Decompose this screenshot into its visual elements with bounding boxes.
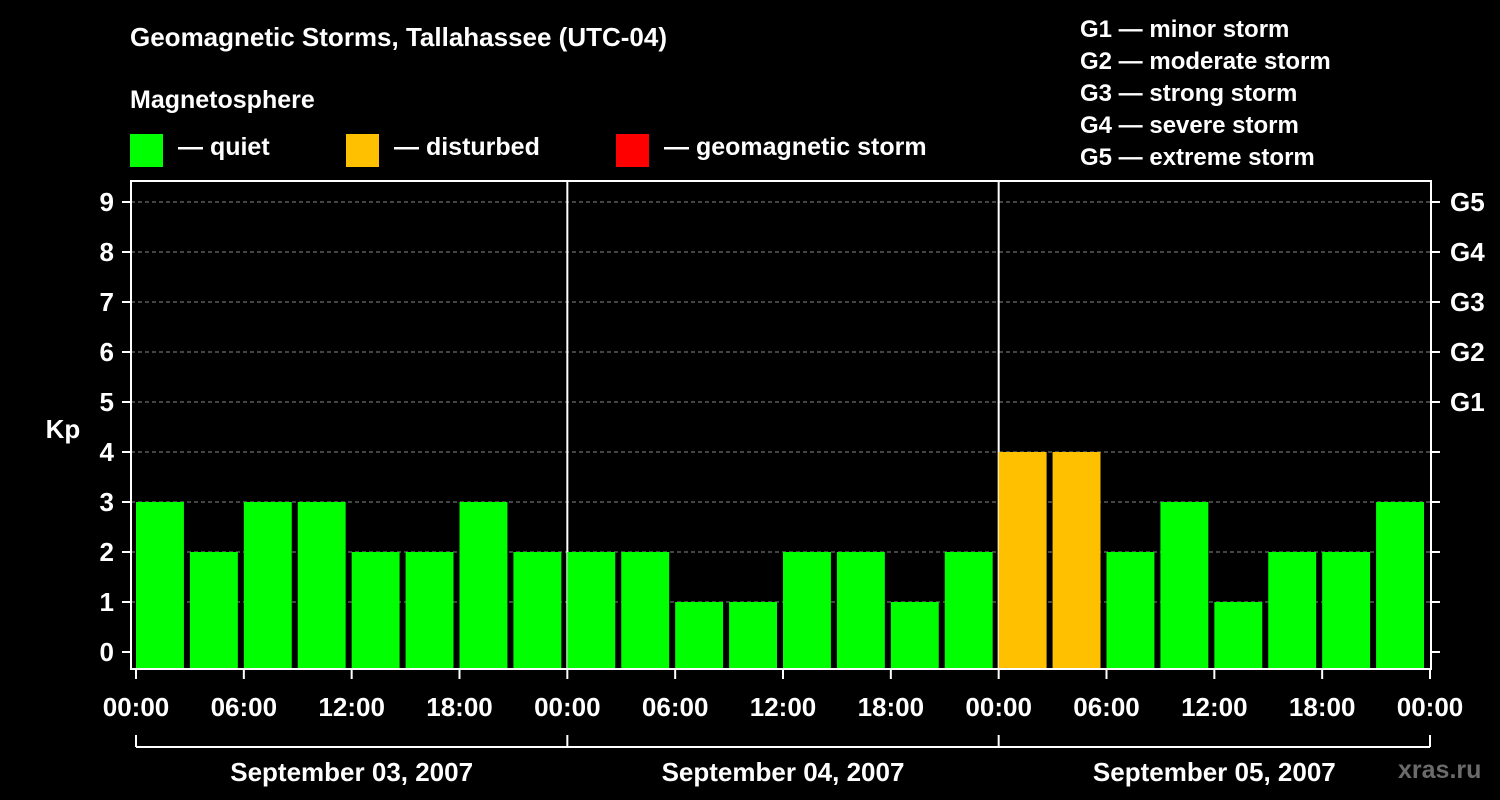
- kp-bar: [783, 552, 831, 669]
- right-tick-label-g1: G1: [1450, 387, 1485, 417]
- kp-bar: [1052, 452, 1101, 669]
- x-tick-label-3: 18:00: [426, 692, 493, 722]
- legend-swatch-quiet: [130, 134, 163, 167]
- storm-level-g5: G5 — extreme storm: [1080, 144, 1315, 171]
- x-tick-label-4: 00:00: [534, 692, 601, 722]
- watermark: xras.ru: [1398, 756, 1482, 784]
- y-tick-label-4: 4: [100, 437, 115, 467]
- legend-label-quiet: — quiet: [178, 133, 270, 161]
- y-tick-label-6: 6: [100, 337, 114, 367]
- day-label-2: September 05, 2007: [1093, 757, 1336, 787]
- kp-bar: [621, 552, 670, 669]
- x-tick-label-5: 06:00: [642, 692, 709, 722]
- y-tick-label-2: 2: [100, 537, 114, 567]
- kp-bar: [836, 552, 885, 669]
- magnetosphere-label: Magnetosphere: [130, 86, 315, 114]
- y-tick-label-1: 1: [100, 587, 114, 617]
- y-tick-label-9: 9: [100, 187, 114, 217]
- kp-bar: [459, 502, 508, 669]
- kp-bar: [944, 552, 993, 669]
- x-tick-label-9: 06:00: [1073, 692, 1140, 722]
- y-axis-label: Kp: [46, 414, 81, 444]
- x-tick-label-7: 18:00: [858, 692, 925, 722]
- kp-bar: [405, 552, 454, 669]
- y-tick-label-3: 3: [100, 487, 114, 517]
- y-tick-label-8: 8: [100, 237, 114, 267]
- x-tick-label-12: 00:00: [1397, 692, 1464, 722]
- kp-bar: [1268, 552, 1317, 669]
- storm-level-g3: G3 — strong storm: [1080, 80, 1298, 107]
- kp-bar: [189, 552, 238, 669]
- x-tick-label-10: 12:00: [1181, 692, 1248, 722]
- x-tick-label-0: 00:00: [103, 692, 170, 722]
- day-label-0: September 03, 2007: [230, 757, 473, 787]
- kp-bar: [1322, 552, 1371, 669]
- right-tick-label-g5: G5: [1450, 187, 1485, 217]
- right-tick-label-g3: G3: [1450, 287, 1485, 317]
- kp-bar: [1106, 552, 1155, 669]
- y-tick-label-7: 7: [100, 287, 114, 317]
- legend-label-disturbed: — disturbed: [394, 133, 540, 161]
- legend-swatch-storm: [616, 134, 649, 167]
- x-tick-label-1: 06:00: [211, 692, 278, 722]
- legend-label-storm: — geomagnetic storm: [664, 133, 927, 161]
- legend-swatch-disturbed: [346, 134, 379, 167]
- x-tick-label-6: 12:00: [750, 692, 817, 722]
- storm-level-g2: G2 — moderate storm: [1080, 48, 1331, 75]
- kp-bar: [1214, 602, 1263, 669]
- right-tick-label-g2: G2: [1450, 337, 1485, 367]
- chart-title: Geomagnetic Storms, Tallahassee (UTC-04): [130, 22, 668, 52]
- kp-bar: [136, 502, 184, 669]
- storm-level-g1: G1 — minor storm: [1080, 16, 1290, 43]
- right-tick-label-g4: G4: [1450, 237, 1485, 267]
- x-tick-label-11: 18:00: [1289, 692, 1356, 722]
- kp-bar: [297, 502, 346, 669]
- storm-level-g4: G4 — severe storm: [1080, 112, 1299, 139]
- x-tick-label-2: 12:00: [318, 692, 385, 722]
- x-tick-label-8: 00:00: [965, 692, 1032, 722]
- kp-bar: [567, 552, 616, 669]
- y-tick-label-0: 0: [100, 637, 114, 667]
- plot-frame: [130, 180, 1432, 670]
- kp-bar: [890, 602, 939, 669]
- kp-bar: [351, 552, 400, 669]
- kp-bar: [513, 552, 562, 669]
- y-tick-label-5: 5: [100, 387, 114, 417]
- kp-bar: [729, 602, 777, 669]
- kp-bar: [1160, 502, 1209, 669]
- kp-bar: [1376, 502, 1424, 669]
- kp-bar: [998, 452, 1047, 669]
- kp-bar: [675, 602, 724, 669]
- kp-bar: [243, 502, 292, 669]
- day-label-1: September 04, 2007: [662, 757, 905, 787]
